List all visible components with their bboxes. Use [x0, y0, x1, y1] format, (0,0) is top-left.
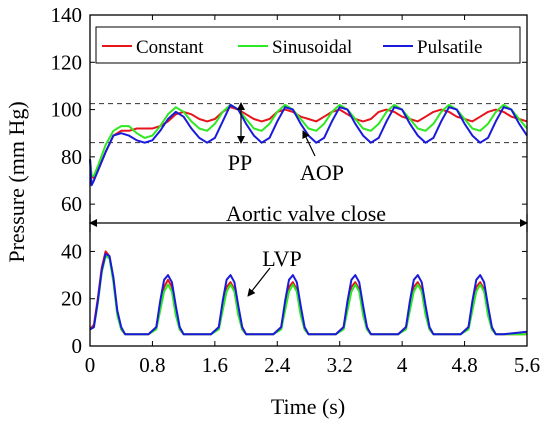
valve-label: Aortic valve close [226, 201, 386, 226]
series-line-aop-sinusoidal [89, 103, 528, 177]
pp-label: PP [228, 150, 252, 175]
x-axis-label: Time (s) [271, 394, 345, 419]
y-tick-label: 140 [51, 3, 83, 27]
legend-box [95, 26, 521, 64]
y-tick-label: 20 [61, 287, 82, 311]
y-tick-label: 0 [72, 334, 83, 358]
y-tick-label: 120 [51, 50, 83, 74]
y-tick-label: 40 [61, 239, 82, 263]
x-tick-label: 4 [397, 353, 408, 377]
legend-label-pulsatile: Pulsatile [417, 37, 482, 58]
legend: Constant Sinusoidal Pulsatile [95, 26, 521, 64]
aop-arrow [302, 130, 316, 157]
lvp-arrow [247, 267, 271, 297]
x-tick-label: 0 [85, 353, 96, 377]
aop-label: AOP [300, 160, 344, 185]
ticks-layer: 0 0.8 1.6 2.4 3.2 4 4.8 5.6 0 20 40 60 80 100 120 140 [51, 3, 541, 377]
plot-frame [89, 14, 528, 347]
x-tick-label: 2.4 [264, 353, 291, 377]
y-tick-label: 60 [61, 192, 82, 216]
y-axis-label: Pressure (mm Hg) [4, 101, 29, 262]
legend-label-sinusoidal: Sinusoidal [272, 37, 352, 58]
x-tick-label: 1.6 [202, 353, 228, 377]
x-tick-label: 5.6 [514, 353, 540, 377]
legend-label-constant: Constant [136, 37, 204, 58]
series-line-aop-pulsatile [89, 103, 528, 187]
lvp-label: LVP [262, 246, 302, 271]
annotation-layer: PP AOP Aortic valve close LVP [89, 102, 528, 297]
x-tick-label: 4.8 [451, 353, 477, 377]
x-tick-label: 3.2 [327, 353, 353, 377]
y-tick-label: 80 [61, 145, 82, 169]
series-layer [89, 103, 528, 336]
series-line-lvp-pulsatile [89, 252, 528, 336]
x-tick-label: 0.8 [139, 353, 165, 377]
y-tick-label: 100 [51, 98, 83, 122]
series-line-aop-constant [89, 106, 528, 180]
